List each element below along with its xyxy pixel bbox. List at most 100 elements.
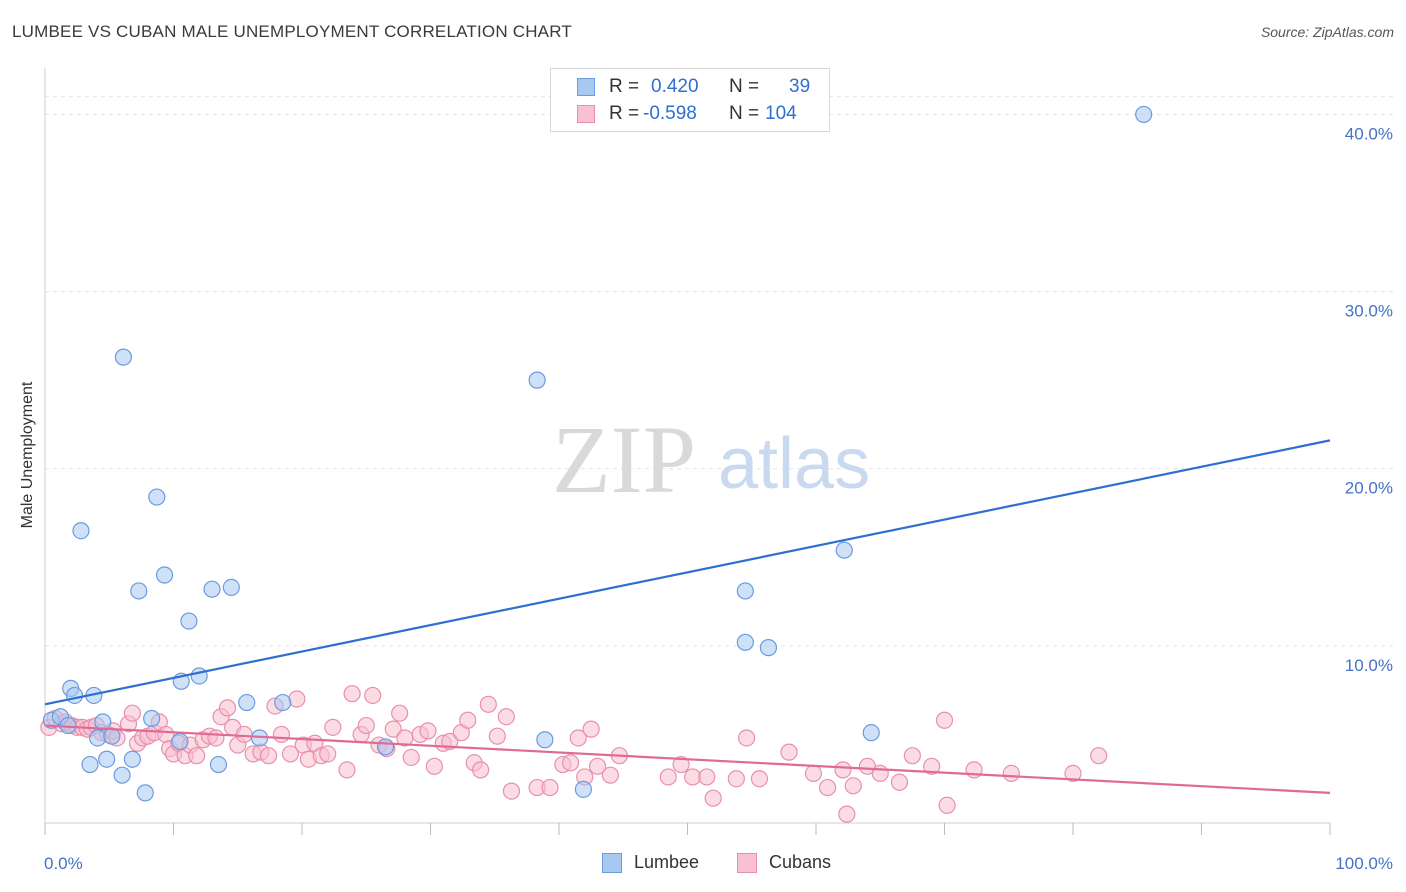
point-cubans xyxy=(818,778,837,797)
legend-r-value: -0.598 xyxy=(643,103,697,124)
point-cubans xyxy=(488,727,506,745)
y-tick-label: 10.0% xyxy=(1345,656,1393,675)
trend-line-cubans xyxy=(44,724,1331,794)
watermark-atlas: atlas xyxy=(718,424,870,504)
point-lumbee xyxy=(835,541,853,559)
legend-n-key: N = xyxy=(729,103,760,124)
point-cubans xyxy=(588,757,607,775)
point-cubans xyxy=(259,747,278,765)
stats-legend: R = 0.420 N = 39 R = -0.598 N = 104 xyxy=(550,68,830,132)
legend-swatch-cubans xyxy=(577,105,595,123)
point-cubans xyxy=(502,782,521,800)
point-cubans xyxy=(384,720,402,738)
legend-n-value: 39 xyxy=(789,76,811,97)
point-lumbee xyxy=(94,713,112,731)
point-lumbee xyxy=(136,784,154,802)
point-lumbee xyxy=(736,582,754,600)
point-lumbee xyxy=(103,727,121,745)
point-cubans xyxy=(497,708,515,726)
point-lumbee xyxy=(98,750,116,768)
point-lumbee xyxy=(89,729,107,747)
y-tick-label: 30.0% xyxy=(1345,302,1393,321)
point-cubans xyxy=(698,768,716,786)
point-cubans xyxy=(357,716,375,735)
point-lumbee xyxy=(528,371,546,389)
legend-r-key: R = xyxy=(609,103,640,124)
point-cubans xyxy=(659,768,677,786)
x-tick-label-max: 100.0% xyxy=(1335,854,1393,873)
watermark-zip: ZIP xyxy=(552,406,696,513)
point-cubans xyxy=(343,685,361,703)
point-lumbee xyxy=(72,522,90,540)
series-legend: Lumbee Cubans xyxy=(0,852,1406,878)
point-lumbee xyxy=(114,348,132,366)
point-cubans xyxy=(402,748,420,767)
point-cubans xyxy=(338,761,356,779)
point-cubans xyxy=(207,729,225,747)
point-cubans xyxy=(541,778,559,797)
point-cubans xyxy=(235,725,253,744)
point-lumbee xyxy=(1135,105,1153,124)
point-lumbee xyxy=(180,612,198,630)
point-cubans xyxy=(281,745,300,763)
legend-r-value: 0.420 xyxy=(651,76,699,97)
point-cubans xyxy=(1090,747,1108,765)
axes xyxy=(44,68,1331,835)
point-cubans xyxy=(704,789,722,807)
point-lumbee xyxy=(143,709,161,728)
chart-title: LUMBEE VS CUBAN MALE UNEMPLOYMENT CORREL… xyxy=(12,22,572,41)
point-cubans xyxy=(938,796,956,814)
legend-label-lumbee: Lumbee xyxy=(634,852,700,872)
legend-swatch-cubans xyxy=(737,852,757,873)
point-cubans xyxy=(364,686,382,705)
point-cubans xyxy=(561,754,580,772)
point-cubans xyxy=(569,729,587,747)
point-lumbee xyxy=(209,755,228,774)
legend-swatch-lumbee xyxy=(602,852,622,873)
point-cubans xyxy=(903,747,921,765)
legend-item-lumbee[interactable]: Lumbee xyxy=(602,852,699,873)
point-cubans xyxy=(844,777,862,795)
trend-line-lumbee xyxy=(44,439,1331,706)
point-cubans xyxy=(804,764,823,783)
point-cubans xyxy=(780,743,798,761)
point-cubans xyxy=(935,711,954,729)
watermark: ZIP atlas xyxy=(552,406,870,513)
point-cubans xyxy=(188,747,206,765)
point-cubans xyxy=(218,699,237,717)
legend-item-cubans[interactable]: Cubans xyxy=(737,852,831,873)
point-cubans xyxy=(288,690,306,708)
point-cubans xyxy=(738,729,756,747)
legend-r-key: R = xyxy=(609,76,640,97)
point-cubans xyxy=(923,757,941,775)
point-lumbee xyxy=(222,578,240,597)
point-lumbee xyxy=(862,724,880,742)
legend-n-key: N = xyxy=(729,76,760,97)
point-cubans xyxy=(479,695,497,713)
point-lumbee xyxy=(171,732,189,751)
point-lumbee xyxy=(759,639,778,657)
legend-swatch-lumbee xyxy=(577,78,595,96)
point-cubans xyxy=(838,805,856,823)
point-lumbee xyxy=(376,738,395,756)
legend-n-value: 104 xyxy=(765,103,797,124)
point-lumbee xyxy=(113,766,131,784)
point-cubans xyxy=(123,704,141,722)
point-lumbee xyxy=(65,686,84,705)
point-lumbee xyxy=(155,566,174,584)
y-tick-label: 20.0% xyxy=(1345,479,1393,498)
point-cubans xyxy=(750,770,769,788)
point-cubans xyxy=(890,773,909,791)
y-tick-label: 40.0% xyxy=(1345,124,1393,143)
point-cubans xyxy=(425,757,443,775)
point-cubans xyxy=(472,761,490,779)
point-cubans xyxy=(1064,764,1082,783)
point-cubans xyxy=(324,718,342,736)
point-cubans xyxy=(601,766,620,784)
point-cubans xyxy=(672,755,690,774)
point-cubans xyxy=(834,761,852,779)
point-lumbee xyxy=(736,633,754,651)
point-lumbee xyxy=(574,780,593,798)
point-cubans xyxy=(871,764,889,783)
